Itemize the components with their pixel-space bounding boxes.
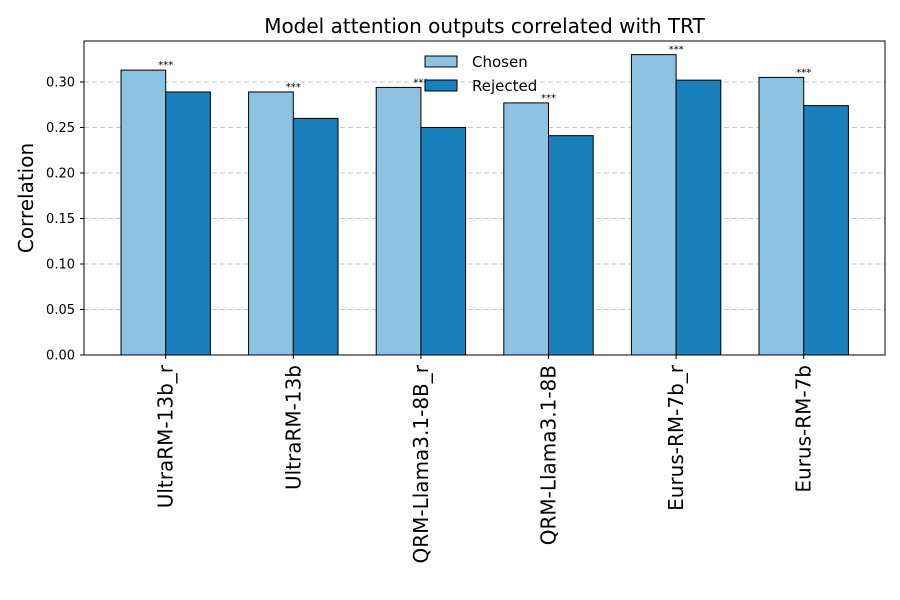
bar-rejected	[675, 79, 722, 356]
significance-label: ***	[669, 45, 684, 56]
significance-label: ***	[413, 77, 428, 88]
bar-chosen	[248, 91, 294, 356]
legend-label-rejected: Rejected	[472, 77, 537, 95]
x-tick-label: UltraRM-13b_r	[154, 364, 178, 508]
bar-chosen	[758, 76, 805, 356]
bar-rejected	[292, 117, 339, 356]
chart-title: Model attention outputs correlated with …	[264, 14, 705, 38]
bar-chosen	[375, 86, 422, 356]
x-tick-label: UltraRM-13b	[281, 365, 305, 490]
legend: Chosen Rejected	[424, 53, 537, 95]
grid-lines	[84, 81, 885, 310]
x-axis: UltraRM-13b_r UltraRM-13b QRM-Llama3.1-8B_…	[154, 355, 816, 564]
bar-rejected	[420, 126, 467, 356]
significance-label: ***	[158, 60, 173, 71]
bar-chosen	[120, 69, 167, 356]
y-tick-label: 0.10	[46, 257, 75, 272]
bar-rejected	[165, 91, 211, 356]
y-axis: 0.00 0.05 0.10 0.15 0.20 0.25 0.30	[46, 75, 84, 364]
y-tick-label: 0.25	[46, 121, 75, 136]
x-tick-label: QRM-Llama3.1-8B_r	[409, 364, 433, 563]
significance-labels: *** *** *** *** *** ***	[158, 45, 811, 104]
x-tick-label: QRM-Llama3.1-8B	[537, 365, 561, 545]
x-tick-label: Eurus-RM-7b_r	[664, 364, 688, 511]
y-tick-label: 0.00	[46, 349, 75, 364]
bar-chosen	[630, 54, 677, 356]
legend-swatch-rejected	[424, 79, 458, 92]
bar-rejected	[548, 135, 594, 356]
y-tick-label: 0.20	[46, 166, 75, 181]
y-tick-label: 0.30	[46, 75, 75, 90]
legend-swatch-chosen	[424, 55, 458, 68]
y-axis-label: Correlation	[14, 143, 38, 253]
significance-label: ***	[796, 67, 811, 78]
bar-chosen	[503, 102, 549, 356]
y-tick-label: 0.15	[46, 212, 75, 227]
plot-frame	[83, 40, 886, 356]
x-tick-label: Eurus-RM-7b	[792, 365, 816, 493]
bars	[120, 54, 849, 356]
significance-label: ***	[286, 82, 301, 93]
legend-label-chosen: Chosen	[472, 53, 528, 71]
y-tick-label: 0.05	[46, 303, 75, 318]
bar-rejected	[803, 105, 849, 356]
significance-label: ***	[541, 93, 556, 104]
